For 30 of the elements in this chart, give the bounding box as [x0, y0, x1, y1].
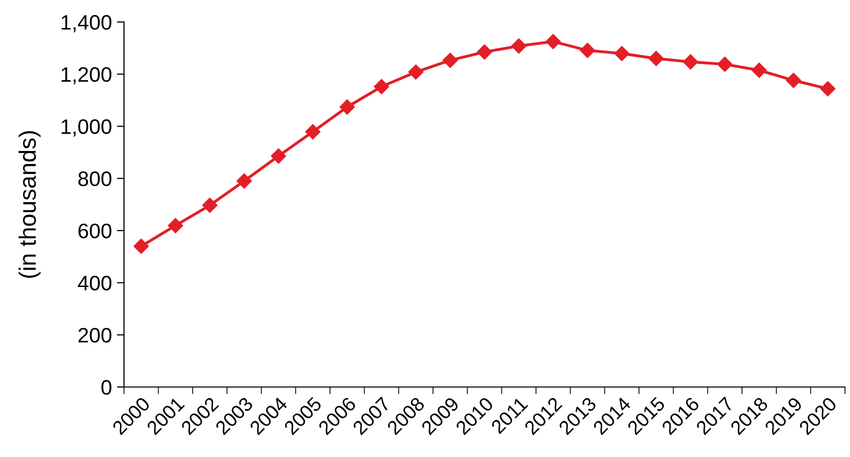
point: [270, 148, 286, 164]
point: [580, 42, 596, 58]
y-tick-label: 200: [78, 328, 112, 343]
point: [168, 218, 184, 234]
point: [202, 198, 218, 213]
point: [442, 52, 458, 68]
point: [236, 173, 252, 189]
point: [682, 54, 698, 70]
y-tick-label: 1,000: [62, 119, 112, 136]
point: [511, 38, 526, 54]
point: [717, 56, 732, 72]
point: [786, 72, 802, 88]
point: [408, 64, 424, 80]
point: [340, 99, 355, 115]
y-tick-label: 0: [101, 380, 112, 395]
y-tick-label: 400: [78, 276, 112, 290]
y-tick-label: 800: [78, 171, 112, 186]
point: [820, 81, 836, 96]
point: [752, 62, 767, 78]
point: [546, 34, 561, 50]
point: [614, 46, 630, 62]
y-axis-title: (in thousands): [18, 131, 41, 278]
point: [134, 238, 149, 254]
point: [648, 50, 664, 66]
y-tick-label: 1,200: [62, 67, 112, 84]
y-tick-label: 600: [78, 224, 112, 238]
point: [305, 124, 320, 140]
point: [476, 44, 492, 60]
y-tick-label: 1,400: [62, 15, 112, 32]
point: [374, 79, 390, 94]
